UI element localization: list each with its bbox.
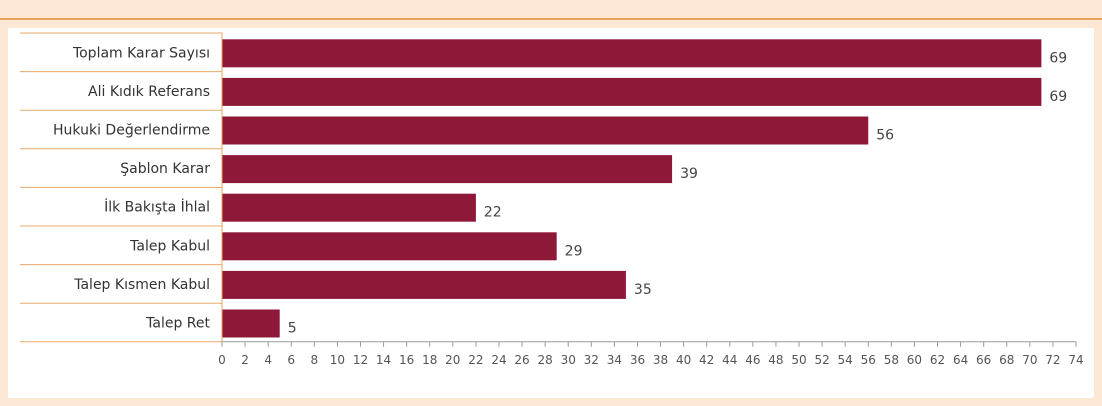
x-tick-label: 36 — [630, 353, 645, 367]
value-label: 35 — [634, 282, 652, 298]
x-tick-label: 4 — [264, 353, 272, 367]
category-label: Ali Kıdık Referans — [88, 84, 210, 100]
x-tick-label: 54 — [838, 353, 853, 367]
x-tick-label: 10 — [330, 353, 345, 367]
x-tick-label: 14 — [376, 353, 391, 367]
x-tick-label: 42 — [699, 353, 714, 367]
x-tick-label: 68 — [999, 353, 1014, 367]
x-tick-label: 48 — [768, 353, 783, 367]
x-tick-label: 22 — [468, 353, 483, 367]
x-tick-label: 62 — [930, 353, 945, 367]
x-tick-label: 46 — [745, 353, 760, 367]
category-label: Şablon Karar — [120, 161, 210, 177]
chart-panel: Toplam Karar Sayısı Ali Kıdık Referans Huk… — [8, 28, 1094, 398]
value-label: 69 — [1049, 89, 1067, 105]
x-tick-label: 56 — [861, 353, 876, 367]
value-label: 5 — [288, 321, 297, 337]
value-label: 69 — [1049, 50, 1067, 66]
x-tick-label: 70 — [1022, 353, 1037, 367]
category-label: Hukuki Değerlendirme — [53, 123, 210, 139]
x-tick-label: 28 — [537, 353, 552, 367]
value-label: 22 — [484, 205, 502, 221]
category-label: Talep Ret — [145, 316, 210, 332]
x-tick-label: 8 — [311, 353, 319, 367]
x-tick-label: 24 — [491, 353, 506, 367]
bar — [222, 232, 557, 261]
x-tick-label: 40 — [676, 353, 691, 367]
category-label: Talep Kısmen Kabul — [73, 277, 210, 293]
x-tick-label: 34 — [607, 353, 622, 367]
bar — [222, 77, 1042, 106]
category-label: İlk Bakışta İhlal — [104, 198, 210, 216]
x-tick-label: 50 — [791, 353, 806, 367]
bar — [222, 270, 626, 299]
bar — [222, 116, 869, 145]
x-tick-label: 38 — [653, 353, 668, 367]
x-tick-label: 12 — [353, 353, 368, 367]
bar — [222, 193, 476, 222]
value-label: 56 — [876, 128, 894, 144]
header-band — [0, 0, 1102, 20]
x-tick-label: 60 — [907, 353, 922, 367]
value-label: 39 — [680, 166, 698, 182]
category-label: Talep Kabul — [129, 238, 210, 254]
bar-chart: Toplam Karar Sayısı Ali Kıdık Referans Huk… — [20, 32, 1084, 367]
bar — [222, 155, 673, 184]
x-tick-label: 72 — [1045, 353, 1060, 367]
x-tick-label: 32 — [584, 353, 599, 367]
x-tick-label: 20 — [445, 353, 460, 367]
bar — [222, 39, 1042, 68]
x-tick-label: 30 — [561, 353, 576, 367]
x-tick-label: 2 — [241, 353, 249, 367]
x-tick-label: 0 — [218, 353, 226, 367]
axes — [221, 33, 1076, 343]
x-tick-label: 6 — [287, 353, 295, 367]
x-tick-label: 52 — [814, 353, 829, 367]
x-tick-label: 58 — [884, 353, 899, 367]
x-tick-label: 44 — [722, 353, 737, 367]
x-tick-label: 18 — [422, 353, 437, 367]
bar — [222, 309, 280, 338]
x-tick-label: 26 — [514, 353, 529, 367]
category-label: Toplam Karar Sayısı — [72, 45, 210, 61]
x-tick-label: 66 — [976, 353, 991, 367]
category-separators — [20, 32, 222, 343]
bars — [222, 39, 1042, 338]
x-ticks: 0 2 4 6 8 10 12 14 16 18 20 22 24 26 28 30 32 34 36 38 40 42 4… — [218, 341, 1084, 367]
x-tick-label: 74 — [1068, 353, 1083, 367]
x-tick-label: 64 — [953, 353, 968, 367]
category-labels: Toplam Karar Sayısı Ali Kıdık Referans Huk… — [53, 45, 210, 331]
value-label: 29 — [565, 243, 583, 259]
x-tick-label: 16 — [399, 353, 414, 367]
value-labels: 69 69 56 39 22 29 35 5 — [288, 50, 1068, 336]
